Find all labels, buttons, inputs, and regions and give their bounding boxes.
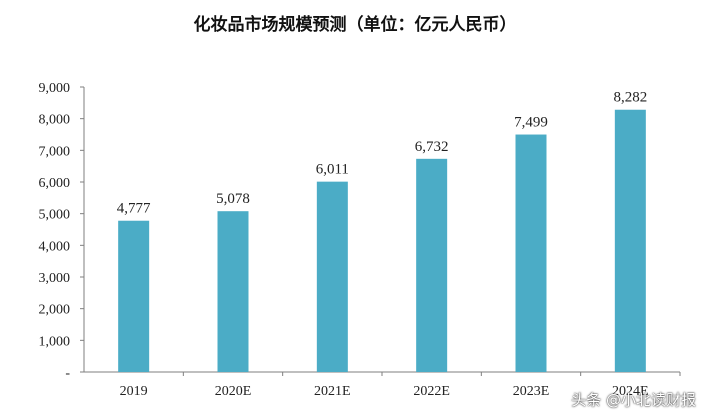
bar [416, 158, 448, 372]
x-tick-label: 2019 [120, 384, 148, 399]
data-label: 7,499 [514, 115, 548, 131]
x-tick-label: 2022E [413, 384, 450, 399]
bar [515, 134, 547, 372]
x-tick-label: 2023E [513, 384, 550, 399]
y-tick-label: 8,000 [39, 113, 71, 128]
data-label: 5,078 [216, 191, 250, 207]
y-tick-label: 2,000 [39, 303, 71, 318]
chart-title: 化妆品市场规模预测（单位：亿元人民币） [193, 15, 517, 35]
y-tick-label: 1,000 [39, 334, 71, 349]
bar [217, 211, 249, 372]
data-label: 8,282 [613, 90, 647, 106]
watermark: 头条 @小北读财报 [571, 391, 696, 409]
y-tick-label: 6,000 [39, 176, 71, 191]
data-label: 6,011 [316, 162, 349, 178]
y-tick-label: 5,000 [39, 208, 71, 223]
y-tick-label: 3,000 [39, 271, 71, 286]
x-tick-label: 2020E [215, 384, 252, 399]
y-tick-label: 7,000 [39, 144, 71, 159]
data-label: 6,732 [415, 139, 449, 155]
data-label: 4,777 [117, 201, 151, 217]
y-tick-label: 9,000 [39, 81, 71, 96]
y-tick-label: 4,000 [39, 239, 71, 254]
x-tick-label: 2024E [612, 384, 649, 399]
y-tick-label: - [65, 366, 70, 381]
bar [614, 109, 646, 372]
x-tick-label: 2021E [314, 384, 351, 399]
bar [316, 181, 348, 372]
bar [118, 220, 150, 372]
